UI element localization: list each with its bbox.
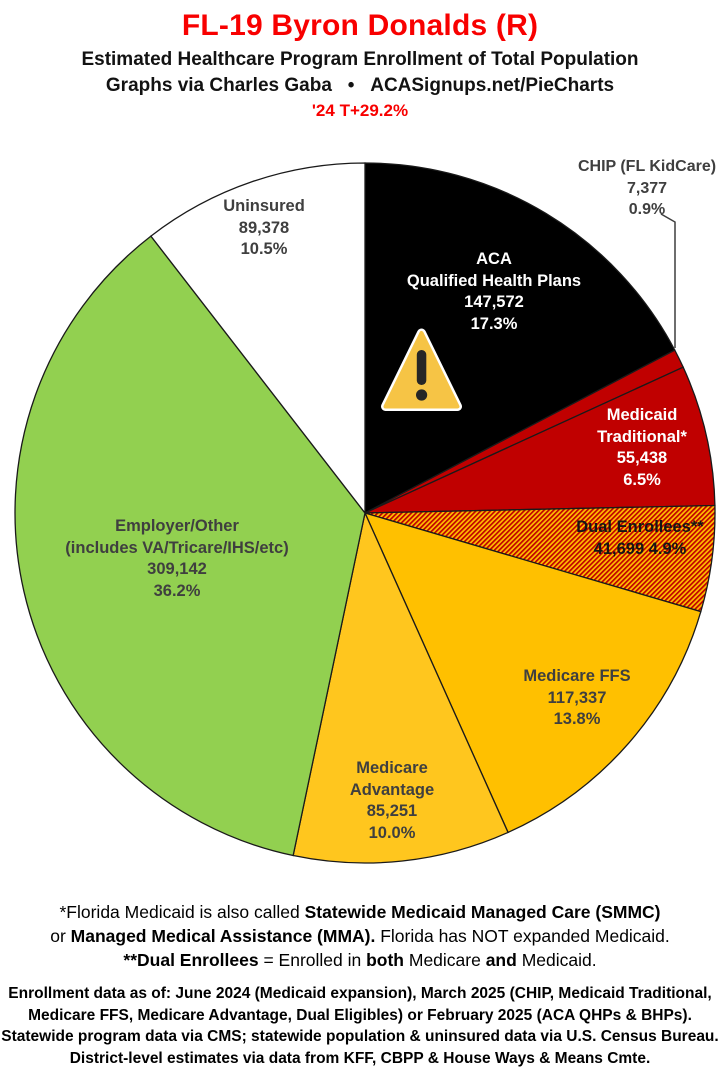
label-medicare-ffs: Medicare FFS 117,337 13.8%: [523, 667, 631, 728]
warning-icon: [381, 328, 462, 411]
pie-slice-employer-other: [14, 235, 366, 857]
pie-slice-aca-qhp: [364, 162, 676, 515]
trump-margin-note: '24 T+29.2%: [311, 101, 409, 120]
label-aca-qhp: ACA Qualified Health Plans 147,572 17.3%: [406, 250, 582, 333]
label-medicare-advantage: Medicare Advantage 85,251 10.0%: [349, 759, 435, 842]
footnote-block: *Florida Medicaid is also called Statewi…: [50, 902, 670, 970]
label-dual-enrollees: Dual Enrollees** 41,699 4.9%: [576, 518, 704, 558]
subtitle-credit: Graphs via Charles Gaba • ACASignups.net…: [105, 75, 615, 96]
pie-slice-medicaid-traditional: [364, 366, 716, 514]
page-title: FL-19 Byron Donalds (R): [181, 9, 539, 42]
pie-slice-uninsured: [149, 162, 366, 515]
pie-slices: [14, 162, 716, 864]
label-uninsured: Uninsured 89,378 10.5%: [223, 197, 305, 258]
subtitle-enrollment: Estimated Healthcare Program Enrollment …: [81, 49, 639, 70]
pie-slice-medicare-ffs: [363, 511, 702, 834]
label-chip: CHIP (FL KidCare) 7,377 0.9%: [577, 158, 717, 218]
label-medicaid-traditional: Medicaid Traditional* 55,438 6.5%: [597, 406, 687, 489]
chip-leader-line: [660, 213, 676, 348]
label-employer-other: Employer/Other (includes VA/Tricare/IHS/…: [65, 517, 289, 600]
source-block: Enrollment data as of: June 2024 (Medica…: [1, 985, 719, 1067]
